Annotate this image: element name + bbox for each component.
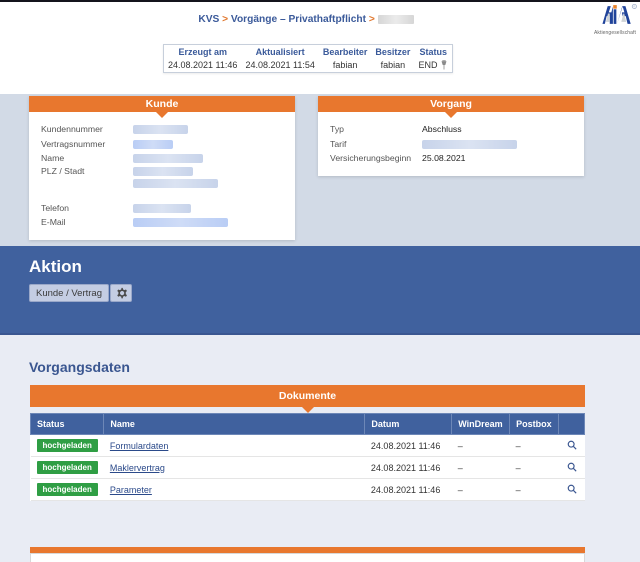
- svg-text:R: R: [633, 4, 635, 8]
